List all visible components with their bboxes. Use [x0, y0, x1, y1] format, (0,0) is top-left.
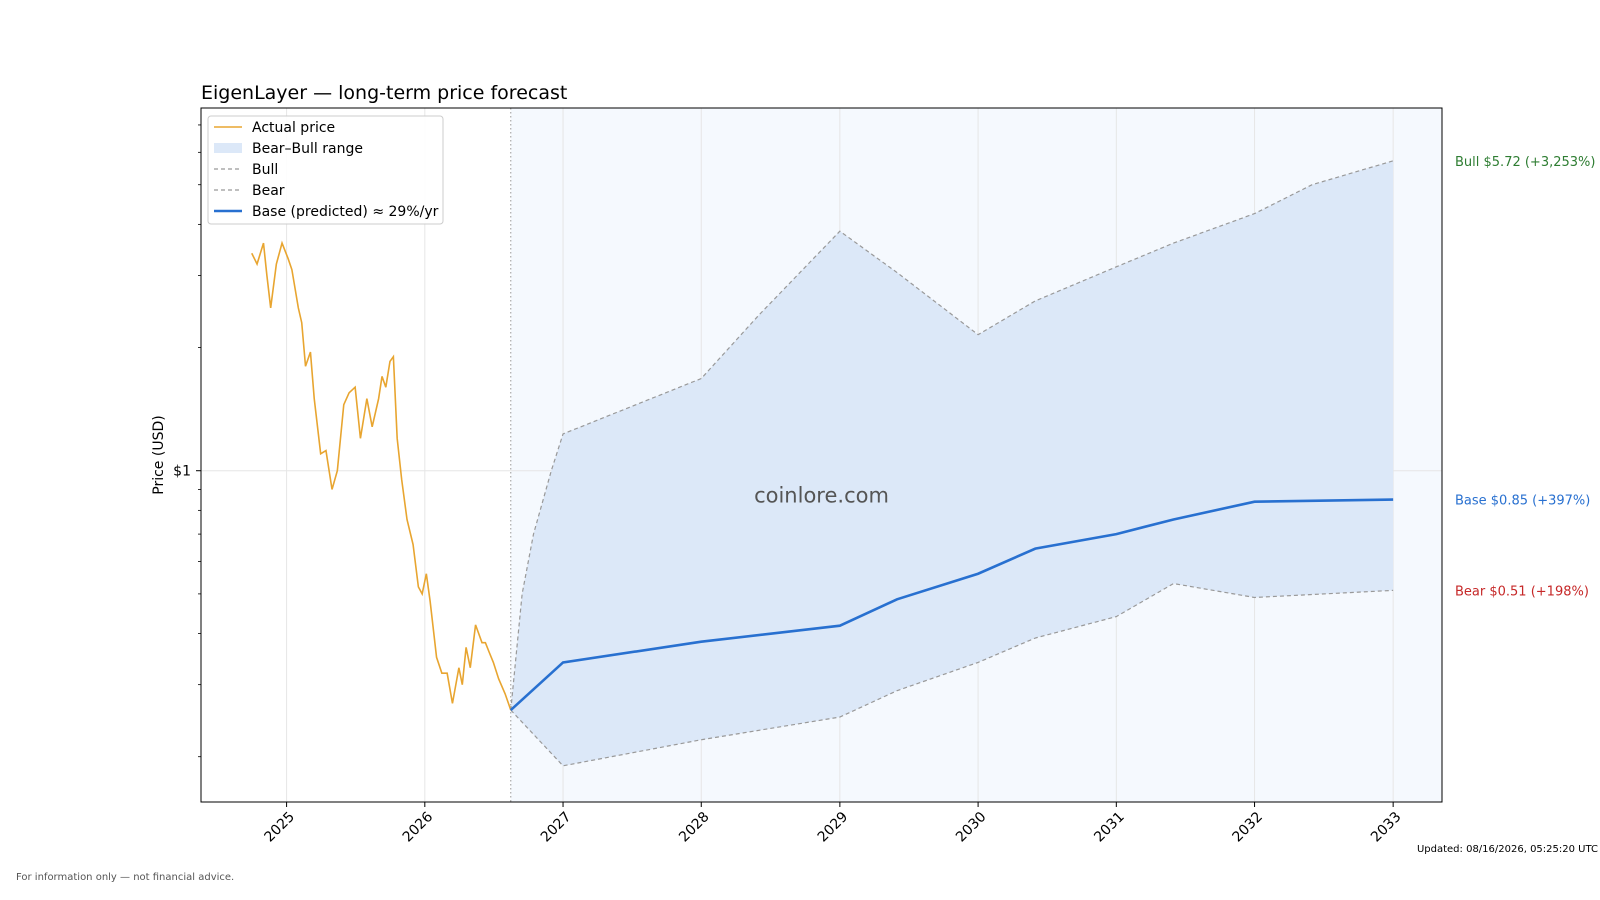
bear-line — [510, 582, 1394, 767]
x-tick-label: 2029 — [815, 809, 852, 846]
x-tick-label: 2027 — [538, 809, 575, 846]
x-tick-label: 2032 — [1229, 809, 1266, 846]
y-axis-label: Price (USD) — [151, 415, 167, 494]
x-tick-label: 2028 — [676, 809, 713, 846]
x-tick-label: 2030 — [953, 809, 990, 846]
legend-label: Bear–Bull range — [252, 141, 363, 157]
actual-price-line — [251, 240, 512, 711]
bear-bull-range-fill — [510, 160, 1394, 766]
y-tick-label: $1 — [173, 464, 191, 480]
bull-line — [510, 160, 1394, 711]
end-label-base: Base $0.85 (+397%) — [1455, 494, 1590, 509]
series-layer — [251, 160, 1394, 767]
legend-label: Bull — [252, 162, 278, 178]
legend-label: Actual price — [252, 120, 335, 136]
legend-swatch — [214, 143, 242, 153]
end-label-bull: Bull $5.72 (+3,253%) — [1455, 155, 1595, 170]
legend-label: Bear — [252, 183, 285, 199]
updated-timestamp: Updated: 08/16/2026, 05:25:20 UTC — [1416, 844, 1598, 855]
x-tick-label: 2025 — [262, 809, 299, 846]
legend-box — [207, 115, 444, 225]
x-tick-label: 2033 — [1368, 809, 1405, 846]
x-tick-label: 2026 — [400, 809, 437, 846]
end-label-bear: Bear $0.51 (+198%) — [1455, 584, 1589, 599]
legend-label: Base (predicted) ≈ 29%/yr — [252, 204, 439, 220]
end-labels: Bull $5.72 (+3,253%) Base $0.85 (+397%) Be… — [1455, 155, 1595, 600]
base-line — [509, 498, 1394, 712]
disclaimer: For information only — not financial adv… — [16, 872, 235, 883]
watermark: coinlore.com — [754, 484, 889, 508]
chart-title: EigenLayer — long-term price forecast — [201, 82, 567, 104]
legend: Actual price Bear–Bull range Bull Bear Base … — [207, 115, 444, 225]
plot-frame — [200, 107, 1443, 803]
x-tick-label: 2031 — [1091, 809, 1128, 846]
